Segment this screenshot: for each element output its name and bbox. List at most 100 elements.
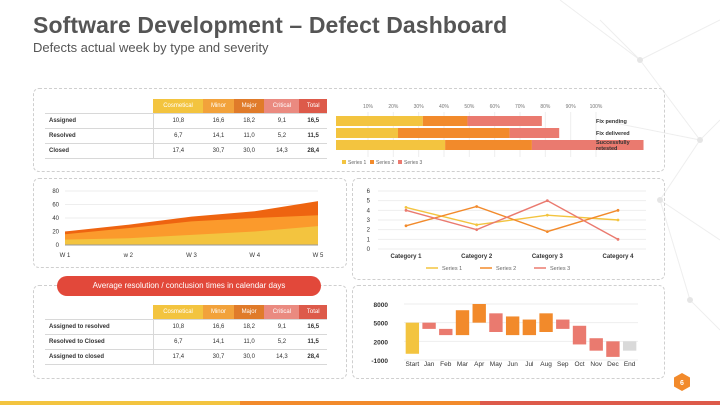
data-point (545, 213, 549, 217)
legend-swatch (398, 160, 402, 164)
data-point (545, 230, 549, 233)
waterfall-bar (622, 341, 637, 351)
x-tick-label: Jun (507, 361, 518, 368)
waterfall-bar (472, 304, 486, 323)
waterfall-bar (572, 325, 587, 345)
x-tick-label: Mar (457, 361, 469, 368)
waterfall-bar (489, 313, 503, 332)
waterfall-bar (405, 322, 420, 354)
waterfall-bar (589, 338, 603, 351)
x-tick-label: Oct (574, 361, 584, 368)
data-point (475, 228, 479, 232)
footer-bar-yellow (0, 401, 240, 405)
area-series (65, 226, 318, 245)
y-tick-label: -1000 (371, 358, 388, 365)
col-cosmetical: Cosmetical (153, 305, 204, 320)
data-point (475, 223, 479, 227)
x-tick-label: Start (405, 361, 419, 368)
x-tick-label: W 5 (313, 253, 324, 259)
legend-label: Series 1 (442, 266, 462, 272)
stacked-bar-segment (509, 128, 560, 138)
x-tick-label: Feb (440, 361, 452, 368)
x-tick-label: Apr (474, 361, 485, 368)
stacked-bar-segment (336, 116, 423, 126)
col-major: Major (233, 99, 265, 114)
x-tick-label: 10% (363, 104, 374, 110)
category-label: Successfully retested (596, 140, 631, 152)
legend-swatch (342, 160, 346, 164)
y-tick-label: 2 (367, 228, 371, 234)
area-chart: 0 20 40 60 80 W 1 w 2 W 3 W 4 W 5 (52, 189, 324, 259)
panel-top (33, 88, 665, 172)
data-point (616, 218, 620, 222)
y-tick-label: 1 (367, 237, 371, 243)
page-subtitle: Defects actual week by type and severity (33, 40, 269, 55)
waterfall-bar (505, 316, 520, 336)
x-tick-label: w 2 (123, 253, 134, 259)
x-tick-label: Jul (525, 361, 534, 368)
page-title: Software Development – Defect Dashboard (33, 12, 508, 38)
y-tick-label: 2000 (374, 339, 389, 346)
stacked-percent-chart: 10% 20% 30% 40% 50% 60% 70% 80% 90% 100% Fix pendi… (336, 104, 644, 166)
page-number: 6 (680, 380, 684, 387)
stacked-bar-segment (422, 116, 468, 126)
legend-label: Series 3 (550, 266, 570, 272)
stacked-bar-segment (445, 140, 532, 150)
legend-label: Series 1 (348, 160, 367, 166)
y-tick-label: 5000 (374, 321, 389, 328)
y-tick-label: 4 (367, 208, 371, 214)
line-chart: 0 1 2 3 4 5 6 Category 1 Category 2 Category 3 Cat… (367, 189, 646, 272)
y-tick-label: 40 (52, 216, 59, 222)
footer-bar-orange (240, 401, 480, 405)
x-tick-label: Sep (557, 361, 569, 368)
footer-bar-red (480, 401, 720, 405)
x-tick-label: W 1 (60, 253, 71, 259)
y-tick-label: 20 (52, 230, 59, 236)
x-tick-label: W 4 (249, 253, 260, 259)
y-tick-label: 80 (52, 189, 59, 195)
col-total: Total (299, 99, 327, 114)
col-minor: Minor (203, 99, 234, 114)
stacked-bar-segment (398, 128, 510, 138)
x-tick-label: End (624, 361, 636, 368)
category-label-line: retested (596, 146, 617, 152)
line-series (405, 205, 619, 233)
y-tick-label: 60 (52, 203, 59, 209)
y-tick-label: 5 (367, 199, 371, 205)
x-tick-label: Category 4 (602, 254, 634, 260)
category-label-line: Successfully (596, 140, 631, 146)
x-tick-label: 100% (590, 104, 603, 110)
x-tick-label: 90% (566, 104, 577, 110)
y-tick-label: 8000 (374, 302, 389, 309)
data-point (616, 237, 620, 241)
waterfall-bar (439, 328, 453, 336)
stacked-bar-segment (467, 116, 542, 126)
table-row: Assigned to closed 17,4 30,7 30,0 14,3 2… (45, 349, 327, 365)
x-tick-label: 20% (388, 104, 399, 110)
col-critical: Critical (264, 305, 300, 320)
x-tick-label: 80% (540, 104, 551, 110)
x-tick-label: Nov (590, 361, 602, 368)
data-point (404, 206, 408, 209)
data-point (404, 224, 408, 228)
page-number-badge: 6 (674, 373, 690, 391)
col-major: Major (233, 305, 265, 320)
category-label: Fix delivered (596, 131, 630, 137)
col-critical: Critical (264, 99, 300, 114)
legend-label: Series 2 (496, 266, 516, 272)
waterfall-chart: 8000 5000 2000 -1000 Start Jan Feb Mar Apr May Jun… (371, 302, 638, 368)
waterfall-bar (556, 319, 570, 329)
x-tick-label: May (490, 361, 503, 368)
x-tick-label: W 3 (186, 253, 197, 259)
line-series (405, 199, 619, 240)
data-point (404, 208, 408, 212)
panel-line (352, 178, 665, 280)
x-tick-label: Category 2 (461, 254, 493, 260)
table-row: Assigned 10,8 16,6 18,2 9,1 16,5 (45, 113, 327, 129)
waterfall-bar (522, 319, 537, 336)
panel-waterfall (352, 285, 665, 379)
category-label: Fix pending (596, 119, 627, 125)
legend-label: Series 3 (404, 160, 423, 166)
col-minor: Minor (203, 305, 234, 320)
